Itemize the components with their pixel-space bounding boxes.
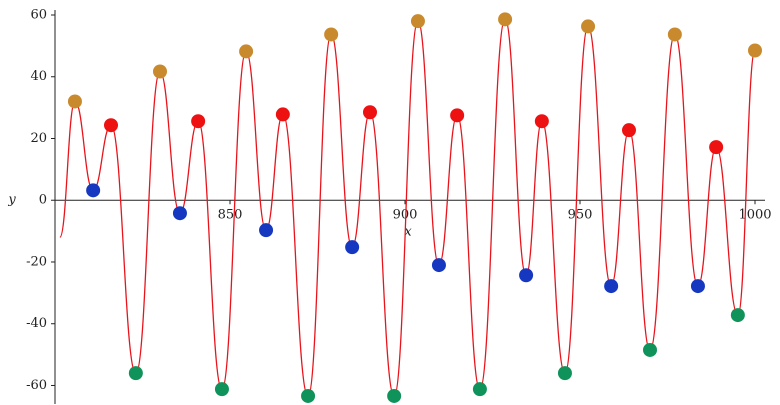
point xyxy=(730,308,745,323)
x-tick-label: 900 xyxy=(393,208,418,223)
point xyxy=(690,279,705,294)
y-axis-title: y xyxy=(7,193,16,208)
point xyxy=(709,140,724,155)
x-tick-label: 950 xyxy=(568,208,593,223)
point xyxy=(214,382,229,397)
y-tick-label: 40 xyxy=(30,69,47,84)
point xyxy=(363,105,377,120)
point xyxy=(581,19,596,34)
point xyxy=(387,388,402,403)
y-tick-label: -40 xyxy=(26,316,47,331)
y-tick-label: 60 xyxy=(30,8,47,23)
point xyxy=(450,108,465,123)
point xyxy=(153,64,167,79)
point xyxy=(667,27,682,42)
point xyxy=(172,206,187,221)
point xyxy=(191,114,206,129)
point xyxy=(324,27,339,42)
point xyxy=(275,107,290,122)
y-tick-label: 0 xyxy=(39,193,47,208)
point xyxy=(67,94,82,109)
point xyxy=(748,43,762,58)
point xyxy=(604,279,619,294)
point xyxy=(519,268,534,283)
point xyxy=(472,382,487,397)
point xyxy=(259,223,274,238)
x-tick-label: 850 xyxy=(218,208,243,223)
point xyxy=(622,123,636,138)
point xyxy=(104,118,118,133)
y-tick-label: -20 xyxy=(26,254,47,269)
point xyxy=(301,388,316,403)
point xyxy=(557,366,572,381)
point xyxy=(345,240,360,255)
point xyxy=(128,366,143,381)
x-axis-title: x xyxy=(404,225,412,240)
point xyxy=(431,258,446,273)
y-tick-label: 20 xyxy=(30,131,47,146)
x-tick-label: 1000 xyxy=(738,208,771,223)
point xyxy=(534,114,549,129)
point xyxy=(86,183,101,198)
point xyxy=(498,12,513,27)
point xyxy=(410,14,425,29)
point xyxy=(239,44,254,59)
point xyxy=(643,342,657,357)
y-tick-label: -60 xyxy=(26,378,47,393)
